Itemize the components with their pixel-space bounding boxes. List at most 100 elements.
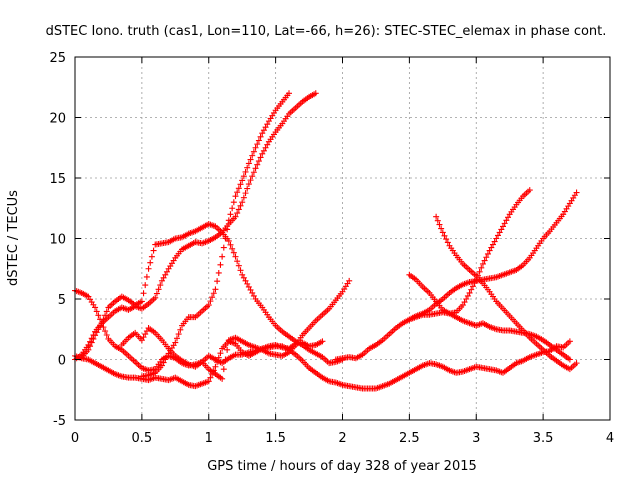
data-point [466, 289, 473, 296]
x-tick-label: 4 [606, 431, 614, 446]
data-point [247, 286, 254, 293]
data-point [147, 259, 154, 266]
data-point [526, 187, 533, 194]
data-point [436, 221, 443, 228]
data-point [215, 269, 222, 276]
y-tick-label: -5 [53, 414, 66, 429]
data-point [240, 173, 247, 180]
data-point [255, 158, 262, 165]
data-point [212, 286, 219, 293]
x-axis-ticks: 0 0.5 1 1.5 2 2.5 3 3.5 4 [71, 57, 614, 446]
data-point [227, 211, 234, 218]
data-point [252, 165, 259, 172]
x-axis-label: GPS time / hours of day 328 of year 2015 [207, 459, 477, 474]
data-point [245, 181, 252, 188]
data-point [488, 244, 495, 251]
y-tick-label: 15 [49, 172, 66, 187]
data-point [153, 290, 160, 297]
data-point [148, 253, 155, 260]
x-tick-label: 1.5 [265, 431, 286, 446]
series-5 [138, 90, 292, 380]
data-point [254, 141, 261, 148]
data-point [152, 294, 159, 301]
y-axis-label: dSTEC / TECUs [6, 190, 21, 286]
data-point [240, 274, 247, 281]
data-point [103, 308, 110, 315]
data-point [95, 326, 102, 333]
data-point [259, 150, 266, 157]
data-point [245, 283, 252, 290]
x-tick-label: 1 [205, 431, 213, 446]
data-point [247, 177, 254, 184]
data-point [214, 278, 221, 285]
data-point [219, 375, 226, 382]
y-tick-label: 5 [58, 293, 66, 308]
data-point [237, 181, 244, 188]
data-point [209, 294, 216, 301]
data-point [235, 262, 242, 269]
data-point [207, 298, 214, 305]
x-tick-label: 3 [472, 431, 480, 446]
data-point [158, 362, 165, 369]
data-point [259, 130, 266, 137]
data-point [90, 335, 97, 342]
data-point [286, 90, 292, 97]
data-point [237, 202, 244, 209]
y-axis-ticks: -5 0 5 10 15 20 25 [49, 51, 610, 429]
data-point [157, 282, 164, 289]
data-point [217, 261, 224, 268]
data-point [98, 320, 105, 327]
data-point [92, 332, 99, 339]
data-point [444, 239, 451, 246]
data-point [220, 244, 227, 251]
data-point [100, 316, 107, 323]
data-point [494, 232, 501, 239]
data-point [210, 290, 217, 297]
data-point [566, 338, 573, 345]
data-point [239, 199, 246, 206]
chart-title: dSTEC Iono. truth (cas1, Lon=110, Lat=-6… [46, 24, 607, 39]
data-point [262, 144, 269, 151]
data-point [257, 154, 264, 161]
data-point [217, 350, 224, 357]
data-point [257, 133, 264, 140]
series-9 [406, 187, 533, 317]
y-tick-label: 20 [49, 112, 66, 127]
data-point [505, 214, 512, 221]
data-point [145, 265, 152, 272]
data-point [566, 356, 573, 363]
data-point [160, 274, 167, 281]
data-point [215, 354, 222, 361]
series-10 [433, 213, 580, 373]
y-tick-label: 0 [58, 354, 66, 369]
data-point [229, 205, 236, 212]
data-point [207, 374, 214, 381]
data-point [433, 213, 440, 220]
x-tick-label: 3.5 [533, 431, 554, 446]
data-point [222, 356, 229, 363]
data-point [227, 241, 234, 248]
data-point [220, 366, 227, 373]
data-point [160, 359, 167, 366]
data-point [177, 326, 184, 333]
data-point [173, 335, 180, 342]
data-point [205, 302, 212, 309]
data-point [235, 206, 242, 213]
data-point [484, 250, 491, 257]
data-point [142, 282, 149, 289]
data-point [140, 290, 147, 297]
data-point [573, 189, 580, 196]
data-point [95, 312, 102, 319]
data-point [234, 210, 241, 217]
data-point [92, 304, 99, 311]
data-point [443, 236, 450, 243]
data-point [225, 217, 232, 224]
data-point [245, 160, 252, 167]
data-point [264, 141, 271, 148]
data-markers [72, 90, 580, 392]
data-point [143, 273, 150, 280]
series-8 [406, 189, 580, 323]
data-point [469, 283, 476, 290]
data-point [463, 296, 470, 302]
data-point [240, 194, 247, 201]
